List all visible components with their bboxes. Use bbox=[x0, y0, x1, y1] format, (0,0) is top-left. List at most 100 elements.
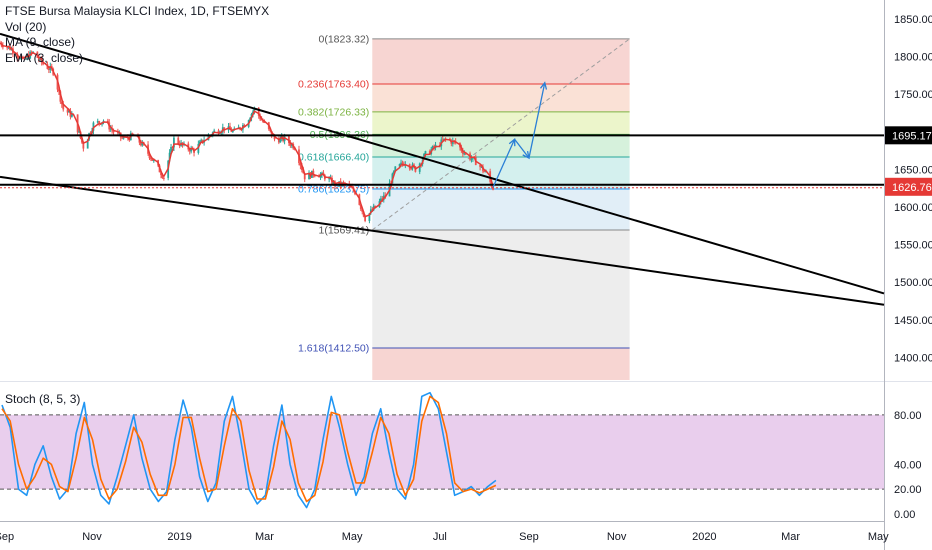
stoch-tick-label: 40.00 bbox=[894, 459, 922, 471]
ema-line bbox=[0, 42, 494, 218]
stoch-legend[interactable]: Stoch (8, 5, 3) bbox=[5, 392, 81, 406]
time-tick-label: 2020 bbox=[692, 531, 716, 543]
fib-zone-0 bbox=[372, 38, 630, 84]
candle-body bbox=[150, 158, 152, 160]
chart-title: FTSE Bursa Malaysia KLCI Index, 1D, FTSE… bbox=[5, 4, 270, 18]
projection-segment bbox=[514, 138, 530, 159]
candle-body bbox=[300, 165, 303, 170]
price-tick-label: 1500.00 bbox=[894, 277, 932, 289]
candle-body bbox=[47, 68, 50, 70]
projection-arrows bbox=[492, 81, 548, 188]
candle-body bbox=[461, 150, 464, 154]
candle-body bbox=[374, 205, 377, 208]
stoch-tick-label: 0.00 bbox=[894, 509, 915, 521]
time-tick-label: Nov bbox=[607, 531, 627, 543]
fib-zone-0.236 bbox=[372, 83, 630, 112]
candle-body bbox=[161, 175, 164, 178]
chart-legend: FTSE Bursa Malaysia KLCI Index, 1D, FTSE… bbox=[5, 4, 269, 66]
candle-body bbox=[279, 137, 282, 143]
price-tick-label: 1400.00 bbox=[894, 352, 932, 364]
fib-label-0.236: 0.236(1763.40) bbox=[298, 78, 369, 90]
candle-body bbox=[198, 141, 201, 144]
stoch-tick-label: 20.00 bbox=[894, 484, 922, 496]
candle-body bbox=[213, 130, 216, 133]
fib-zone-0.618 bbox=[372, 156, 630, 190]
price-tick-label: 1450.00 bbox=[894, 315, 932, 327]
candle-body bbox=[131, 133, 134, 135]
candle-body bbox=[148, 153, 151, 159]
candle-body bbox=[112, 130, 115, 133]
candle-body bbox=[398, 164, 401, 167]
candle-body bbox=[463, 153, 466, 155]
fib-retracement: 0(1823.32) 0.236(1763.40) 0.382(1726.33) 0.… bbox=[298, 33, 630, 380]
time-tick-label: Jul bbox=[433, 531, 447, 543]
fib-label-1.618: 1.618(1412.50) bbox=[298, 343, 369, 355]
candle-body bbox=[410, 168, 412, 170]
candle-body bbox=[122, 137, 125, 139]
candle-body bbox=[257, 107, 260, 116]
indicator-ema[interactable]: EMA (3, close) bbox=[5, 50, 84, 65]
indicator-ma[interactable]: MA (9, close) bbox=[5, 35, 76, 49]
fib-zone-0.5 bbox=[372, 134, 630, 157]
candle-body bbox=[188, 149, 191, 152]
candle-body bbox=[160, 172, 162, 176]
fib-zone-1 bbox=[372, 229, 630, 349]
candle-body bbox=[480, 166, 483, 168]
candle-body bbox=[82, 142, 85, 149]
price-tick-label: 1550.00 bbox=[894, 240, 932, 252]
price-tick-label: 1750.00 bbox=[894, 89, 932, 101]
candle-body bbox=[229, 126, 231, 130]
candle-body bbox=[121, 137, 124, 139]
candle-body bbox=[49, 66, 52, 70]
candle-body bbox=[152, 160, 155, 162]
candle-body bbox=[270, 131, 273, 137]
candle-body bbox=[313, 175, 316, 177]
candle-body bbox=[263, 122, 266, 124]
candle-body bbox=[17, 57, 20, 60]
price-tick-label: 1600.00 bbox=[894, 202, 932, 214]
fib-zone-ext bbox=[372, 348, 630, 380]
candle-body bbox=[78, 131, 80, 133]
indicator-vol[interactable]: Vol (20) bbox=[5, 19, 47, 34]
fib-label-0.382: 0.382(1726.33) bbox=[298, 106, 369, 118]
candle-body bbox=[223, 127, 226, 131]
candle-body bbox=[303, 173, 306, 180]
time-tick-label: Sep bbox=[0, 531, 14, 543]
candle-body bbox=[168, 152, 171, 161]
time-tick-label: May bbox=[868, 531, 889, 543]
candle-body bbox=[68, 110, 70, 113]
candle-body bbox=[308, 172, 310, 180]
candle-body bbox=[359, 204, 362, 210]
candle-body bbox=[190, 147, 193, 152]
price-tick-label: 1850.00 bbox=[894, 14, 932, 26]
candle-body bbox=[200, 139, 203, 142]
candle-body bbox=[173, 137, 175, 148]
candle-body bbox=[201, 139, 204, 143]
candle-body bbox=[66, 109, 69, 113]
fib-zone-0.382 bbox=[372, 111, 630, 135]
candle-body bbox=[433, 146, 435, 148]
candle-body bbox=[428, 151, 431, 154]
time-tick-label: Mar bbox=[781, 531, 800, 543]
candle-body bbox=[364, 216, 366, 221]
candle-body bbox=[464, 153, 467, 155]
candle-body bbox=[217, 130, 220, 134]
resistance-badge bbox=[885, 126, 932, 145]
candle-body bbox=[483, 171, 486, 173]
candle-body bbox=[312, 170, 315, 176]
candle-body bbox=[151, 159, 154, 161]
lower-trendline bbox=[0, 175, 885, 306]
fib-label-0.618: 0.618(1666.40) bbox=[298, 151, 369, 163]
candle-body bbox=[109, 128, 112, 130]
candle-body bbox=[37, 57, 40, 60]
resistance-label: 1695.17 bbox=[892, 130, 932, 142]
candle-body bbox=[253, 107, 256, 112]
projection-segment bbox=[492, 138, 516, 188]
candle-body bbox=[30, 51, 33, 53]
candle-body bbox=[277, 139, 280, 143]
candle-body bbox=[6, 47, 9, 49]
candle-body bbox=[162, 177, 165, 179]
candle-body bbox=[70, 114, 73, 117]
candle-body bbox=[431, 146, 434, 150]
